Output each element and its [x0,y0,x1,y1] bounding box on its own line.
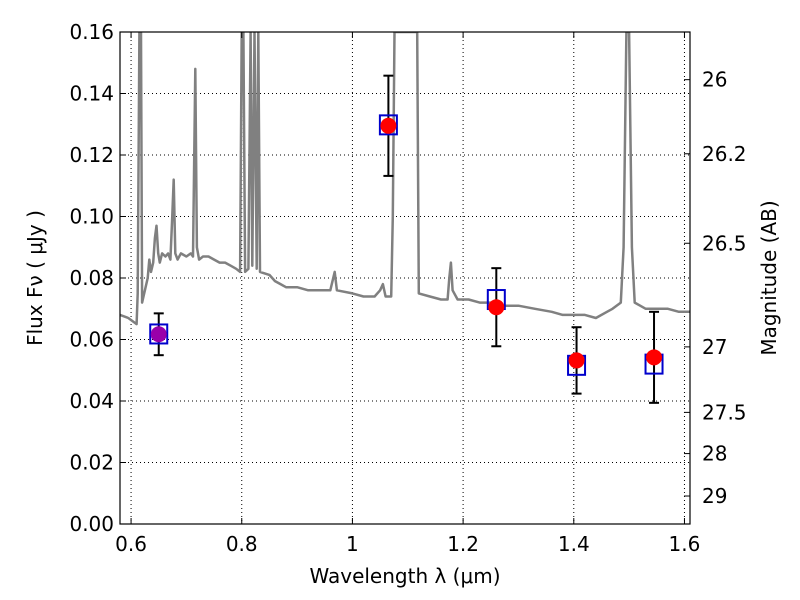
x-tick-label: 1.2 [447,532,479,556]
y2-tick-label: 29 [702,484,727,508]
observation-point [646,349,663,366]
y-tick-label: 0.04 [69,389,114,413]
y2-tick-label: 26.2 [702,142,747,166]
observation-point [488,299,505,316]
y-tick-label: 0.10 [69,205,114,229]
y2-tick-label: 28 [702,442,727,466]
y-tick-label: 0.06 [69,328,114,352]
y-tick-label: 0.16 [69,20,114,44]
y2-tick-label: 26 [702,68,727,92]
y-tick-label: 0.12 [69,143,114,167]
y2-axis-label: Magnitude (AB) [757,200,781,355]
x-tick-label: 1 [346,532,359,556]
y-tick-label: 0.08 [69,266,114,290]
y-axis-label: Flux Fν ( μJy ) [23,210,47,346]
model-band-square [378,114,398,136]
observation-point [568,352,585,369]
observation-point [380,117,397,134]
axes: 0.6 0.8 1 1.2 1.4 1.6 0.00 0.02 0.04 0.06 0.08 0.10… [69,20,746,556]
x-tick-label: 1.4 [558,532,590,556]
markers [149,74,664,404]
x-tick-label: 0.8 [226,532,258,556]
y-tick-label: 0.02 [69,451,114,475]
observation-point [150,326,167,343]
y2-tick-label: 27 [702,335,727,359]
x-tick-label: 0.6 [115,532,147,556]
model-spectrum-line [120,32,690,326]
y2-tick-label: 26.5 [702,231,747,255]
model-band-square [149,323,169,345]
y2-tick-label: 27.5 [702,400,747,424]
plot-area [120,32,690,326]
y-tick-label: 0.00 [69,512,114,536]
x-axis-label: Wavelength λ (μm) [309,564,500,588]
x-tick-label: 1.6 [669,532,701,556]
y-tick-label: 0.14 [69,82,114,106]
